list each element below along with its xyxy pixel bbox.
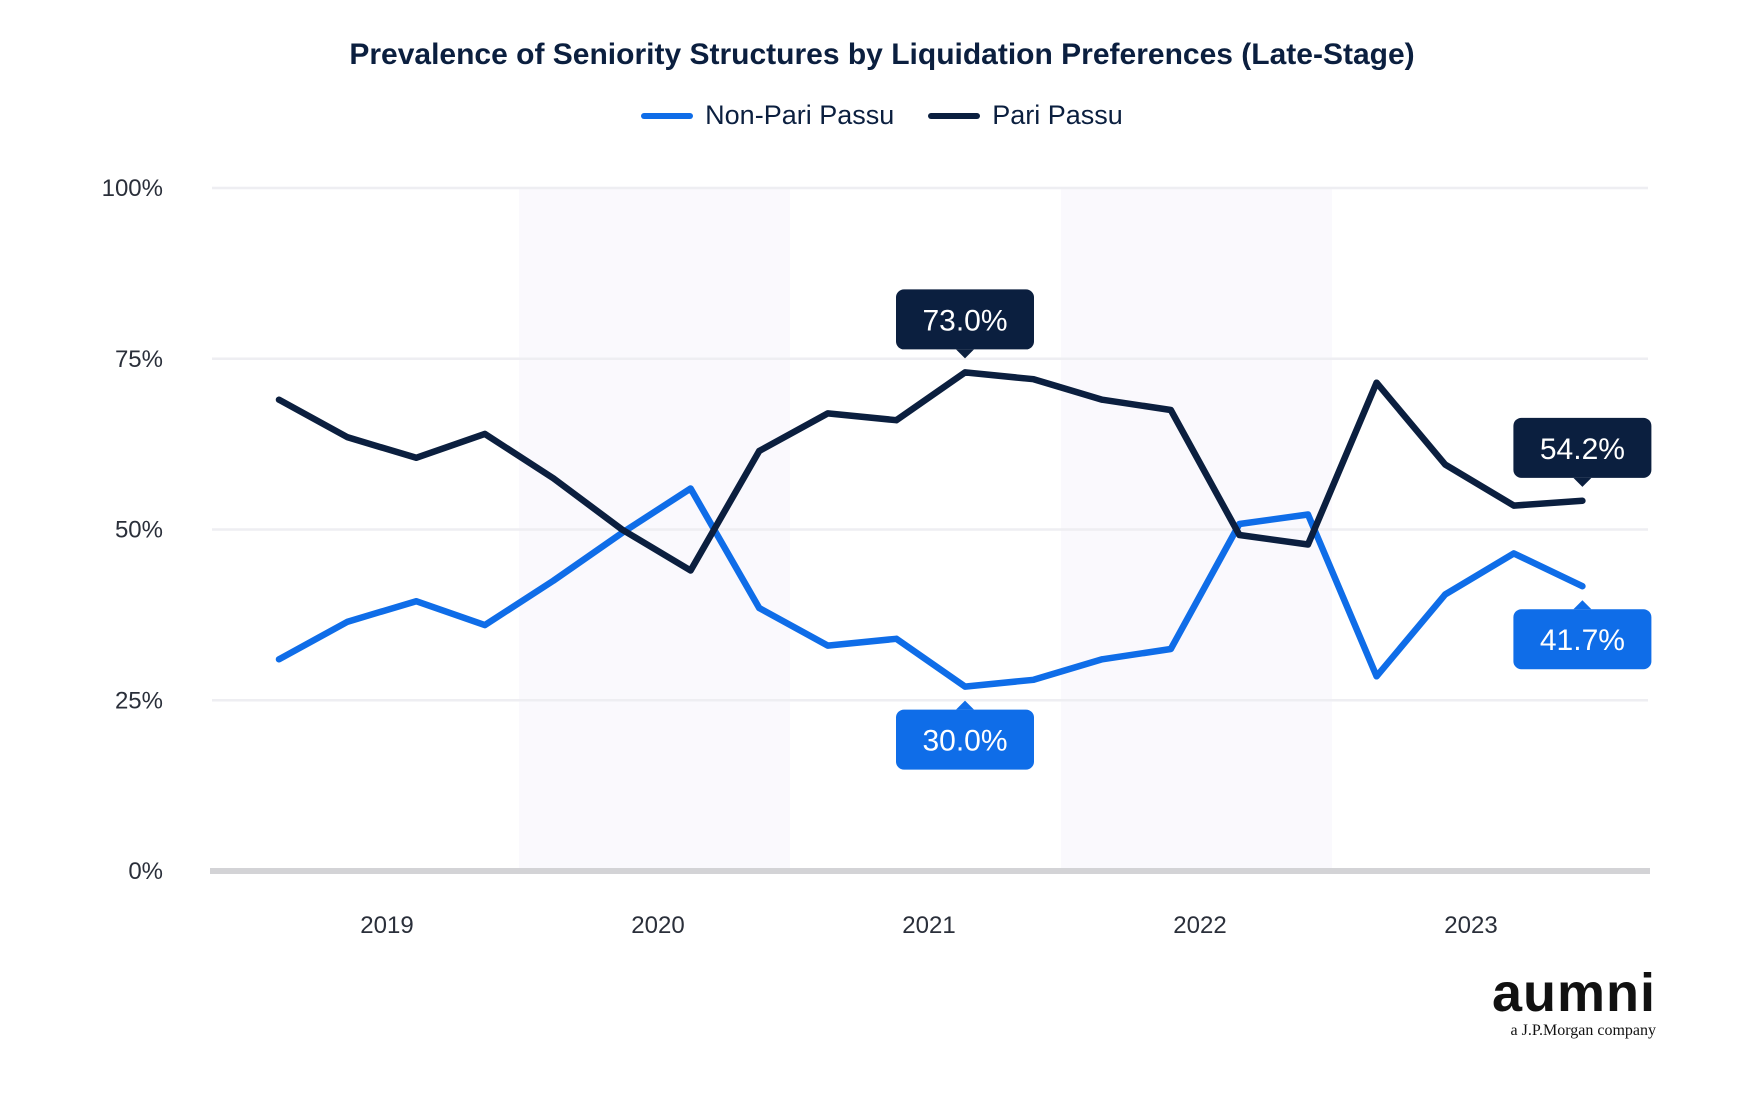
callout-54.2%: 54.2% xyxy=(1513,417,1652,487)
callout-box xyxy=(1513,609,1652,670)
legend-item-non-pari-passu: Non-Pari Passu xyxy=(641,100,894,131)
data-point-pari-passu xyxy=(1510,502,1517,509)
aumni-logo: aumni a J.P.Morgan company xyxy=(1492,966,1656,1040)
data-point-non-pari-passu xyxy=(344,618,351,625)
x-tick-label: 2023 xyxy=(1444,912,1497,939)
legend-label-non-pari-passu: Non-Pari Passu xyxy=(705,100,895,130)
legend-item-pari-passu: Pari Passu xyxy=(928,100,1123,131)
data-point-pari-passu xyxy=(1167,406,1174,413)
data-point-non-pari-passu xyxy=(756,605,763,612)
data-point-pari-passu xyxy=(619,526,625,533)
data-point-non-pari-passu xyxy=(1030,676,1037,683)
x-tick-label: 2020 xyxy=(631,912,684,939)
data-point-pari-passu xyxy=(1579,497,1586,504)
callout-pointer xyxy=(956,700,974,710)
data-point-pari-passu xyxy=(824,410,831,417)
callout-73.0%: 73.0% xyxy=(896,289,1034,359)
y-tick-label: 0% xyxy=(128,858,163,885)
data-point-non-pari-passu xyxy=(413,598,420,605)
data-point-non-pari-passu xyxy=(1579,583,1586,590)
callout-pointer xyxy=(1573,600,1592,610)
callout-label: 73.0% xyxy=(922,304,1007,337)
data-point-non-pari-passu xyxy=(1305,511,1311,518)
data-point-non-pari-passu xyxy=(481,622,488,629)
callout-box xyxy=(1513,417,1652,478)
series-line-non-pari-passu xyxy=(275,485,1586,690)
y-tick-label: 100% xyxy=(102,175,163,202)
legend-label-pari-passu: Pari Passu xyxy=(992,100,1123,130)
y-tick-label: 25% xyxy=(115,687,163,714)
data-point-pari-passu xyxy=(1305,541,1311,548)
data-point-pari-passu xyxy=(1236,531,1243,538)
data-point-non-pari-passu xyxy=(1167,646,1174,653)
data-point-pari-passu xyxy=(1030,376,1037,383)
data-point-pari-passu xyxy=(962,369,968,376)
y-tick-label: 75% xyxy=(115,346,163,373)
callout-label: 30.0% xyxy=(922,725,1007,758)
callout-pointer xyxy=(1573,477,1592,487)
data-point-non-pari-passu xyxy=(687,485,694,492)
data-point-non-pari-passu xyxy=(1099,656,1106,663)
callout-label: 54.2% xyxy=(1540,433,1625,466)
data-point-pari-passu xyxy=(276,396,282,403)
chart-title: Prevalence of Seniority Structures by Li… xyxy=(349,38,1415,71)
data-point-non-pari-passu xyxy=(893,635,900,642)
data-point-non-pari-passu xyxy=(1510,550,1517,557)
legend-swatch-non-pari-passu xyxy=(641,112,694,119)
logo-tagline: a J.P.Morgan company xyxy=(1510,1022,1656,1039)
data-point-non-pari-passu xyxy=(824,642,831,649)
callout-41.7%: 41.7% xyxy=(1513,600,1652,670)
callout-pointer xyxy=(956,349,974,359)
data-point-non-pari-passu xyxy=(1442,591,1449,598)
data-point-pari-passu xyxy=(550,475,557,482)
data-point-pari-passu xyxy=(893,417,900,424)
legend-swatch-pari-passu xyxy=(928,112,981,119)
callout-label: 41.7% xyxy=(1540,624,1625,657)
data-point-pari-passu xyxy=(756,447,763,454)
data-point-pari-passu xyxy=(413,454,420,461)
data-point-pari-passu xyxy=(481,430,488,437)
data-point-non-pari-passu xyxy=(276,656,282,663)
chart-legend: Non-Pari Passu Pari Passu xyxy=(0,100,1764,131)
data-point-non-pari-passu xyxy=(550,577,557,584)
x-tick-label: 2021 xyxy=(902,912,955,939)
series-line-pari-passu xyxy=(275,369,1586,574)
y-tick-label: 50% xyxy=(115,517,163,544)
data-point-pari-passu xyxy=(1099,396,1106,403)
callout-box xyxy=(896,709,1034,770)
data-point-non-pari-passu xyxy=(1373,673,1380,680)
data-point-pari-passu xyxy=(344,434,351,441)
x-tick-label: 2019 xyxy=(360,912,413,939)
data-point-non-pari-passu xyxy=(962,683,968,690)
x-tick-label: 2022 xyxy=(1173,912,1226,939)
logo-wordmark: aumni xyxy=(1491,963,1656,1023)
data-point-pari-passu xyxy=(1442,461,1449,468)
data-point-pari-passu xyxy=(687,567,694,574)
data-point-pari-passu xyxy=(1373,379,1380,386)
callout-30.0%: 30.0% xyxy=(896,700,1034,770)
callout-box xyxy=(896,289,1034,350)
